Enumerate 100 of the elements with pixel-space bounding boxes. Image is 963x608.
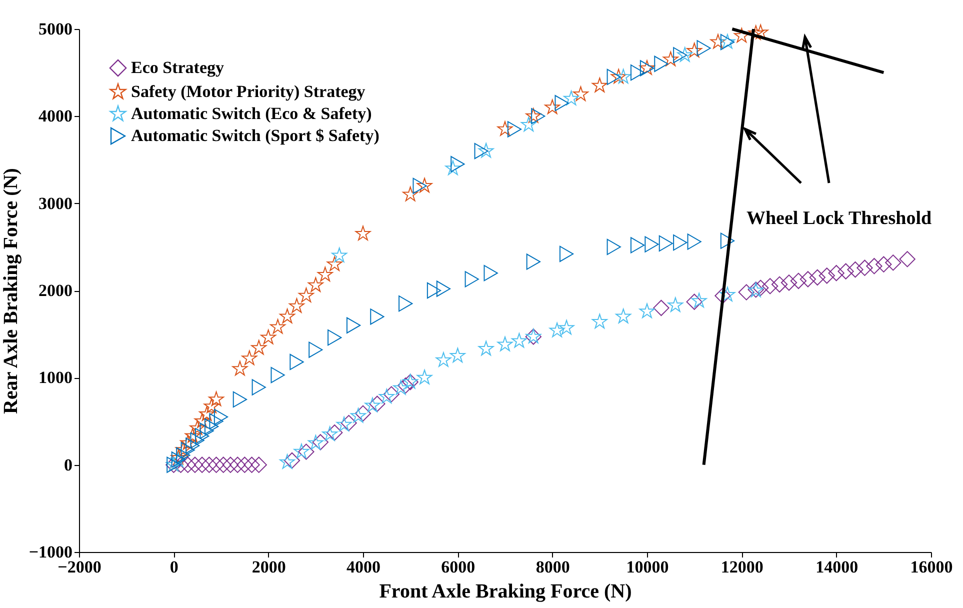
x-tick-label: 10000 xyxy=(626,558,669,576)
point xyxy=(544,99,560,114)
point xyxy=(780,274,798,291)
x-tick-label: 4000 xyxy=(346,558,380,576)
point xyxy=(186,456,204,473)
point xyxy=(364,397,380,412)
point xyxy=(464,271,479,288)
point xyxy=(714,288,731,304)
point xyxy=(200,422,214,439)
x-tick-label: 6000 xyxy=(441,558,476,576)
x-axis-title: Front Axle Braking Force (N) xyxy=(379,580,632,602)
point xyxy=(691,292,707,308)
point xyxy=(180,434,196,450)
x-tick-label: 8000 xyxy=(536,558,570,576)
point xyxy=(232,391,247,408)
point xyxy=(214,408,228,425)
point xyxy=(383,386,400,402)
legend-label: Eco Strategy xyxy=(131,58,224,77)
point xyxy=(378,388,394,404)
point xyxy=(445,160,461,176)
point xyxy=(284,452,300,469)
point xyxy=(190,420,206,435)
point xyxy=(847,261,864,278)
point xyxy=(673,234,688,251)
x-tick-label: 12000 xyxy=(720,558,764,576)
point xyxy=(290,354,304,370)
point xyxy=(190,432,204,449)
point xyxy=(194,413,210,428)
point xyxy=(639,303,655,318)
point xyxy=(686,42,702,58)
point xyxy=(478,340,494,356)
point xyxy=(370,308,384,325)
point xyxy=(687,234,702,250)
point xyxy=(180,442,195,458)
point xyxy=(204,418,219,435)
point xyxy=(696,40,711,56)
point xyxy=(497,336,513,352)
point xyxy=(554,95,569,112)
point xyxy=(398,295,413,312)
point xyxy=(484,264,498,282)
point xyxy=(450,156,465,172)
y-tick-label: 2000 xyxy=(38,281,72,300)
point xyxy=(402,186,418,202)
point xyxy=(436,352,452,367)
point xyxy=(195,428,210,444)
point xyxy=(526,108,542,123)
point xyxy=(426,282,442,299)
point xyxy=(478,142,494,158)
point xyxy=(398,377,414,394)
point xyxy=(662,51,678,66)
point xyxy=(369,396,386,412)
point xyxy=(184,428,200,443)
point xyxy=(734,28,750,43)
point xyxy=(175,442,191,457)
point xyxy=(800,271,816,288)
legend-label: Automatic Switch (Eco & Safety) xyxy=(131,104,372,123)
point xyxy=(710,34,726,49)
point xyxy=(668,297,684,312)
point xyxy=(298,288,314,302)
point xyxy=(673,47,688,64)
y-tick-label: 3000 xyxy=(38,194,72,213)
point xyxy=(592,78,608,92)
point xyxy=(176,447,190,464)
point xyxy=(720,286,736,302)
point xyxy=(616,68,632,84)
point xyxy=(208,391,224,406)
point xyxy=(809,269,826,286)
point xyxy=(270,319,286,334)
point xyxy=(270,366,285,384)
point xyxy=(752,280,769,296)
point xyxy=(350,408,366,423)
point xyxy=(208,456,224,473)
point xyxy=(199,406,215,421)
point xyxy=(450,348,466,363)
point xyxy=(244,456,260,473)
point xyxy=(328,329,342,346)
point xyxy=(289,298,304,313)
point xyxy=(752,24,768,40)
legend-label: Automatic Switch (Sport $ Safety) xyxy=(131,126,380,145)
point xyxy=(280,308,295,324)
point xyxy=(762,278,778,294)
point xyxy=(172,456,189,473)
point xyxy=(416,370,432,384)
point xyxy=(236,456,253,473)
point xyxy=(317,266,333,282)
point xyxy=(215,456,232,473)
point xyxy=(252,379,266,396)
point xyxy=(573,86,588,102)
point xyxy=(336,416,352,432)
point xyxy=(194,456,210,473)
y-tick-label: 4000 xyxy=(38,106,72,126)
point xyxy=(251,340,267,355)
point xyxy=(653,300,670,316)
point xyxy=(592,314,608,329)
point xyxy=(658,235,673,252)
point xyxy=(260,329,276,344)
point xyxy=(549,322,565,338)
point xyxy=(771,276,788,292)
x-tick-label: 16000 xyxy=(910,558,953,576)
point xyxy=(416,178,432,193)
